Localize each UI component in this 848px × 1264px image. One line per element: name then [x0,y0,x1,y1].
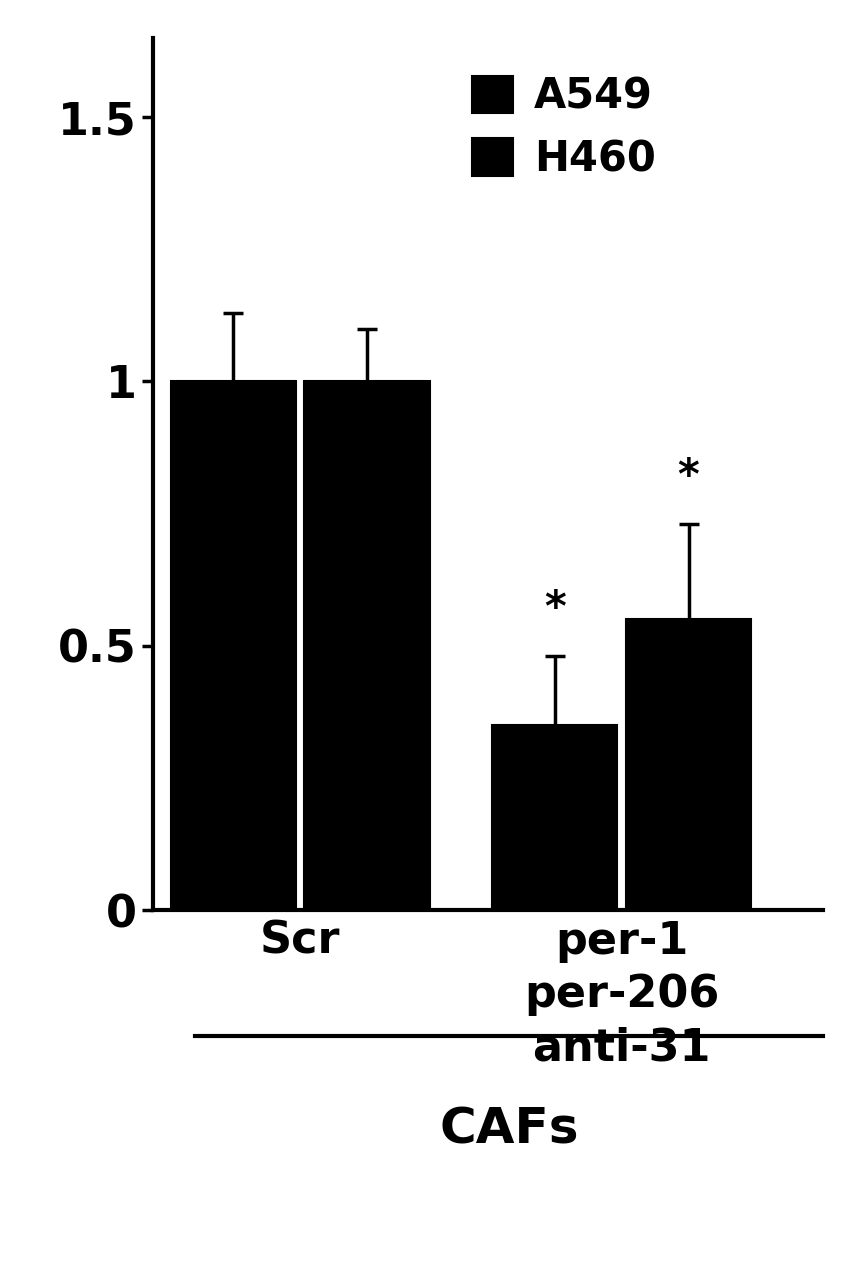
Text: *: * [678,456,700,498]
Bar [304,382,430,910]
Legend: A549, H460: A549, H460 [455,58,672,197]
Bar [492,726,617,910]
Bar [170,382,296,910]
Text: CAFs: CAFs [439,1106,578,1154]
Bar [626,619,751,910]
Text: *: * [544,588,566,629]
